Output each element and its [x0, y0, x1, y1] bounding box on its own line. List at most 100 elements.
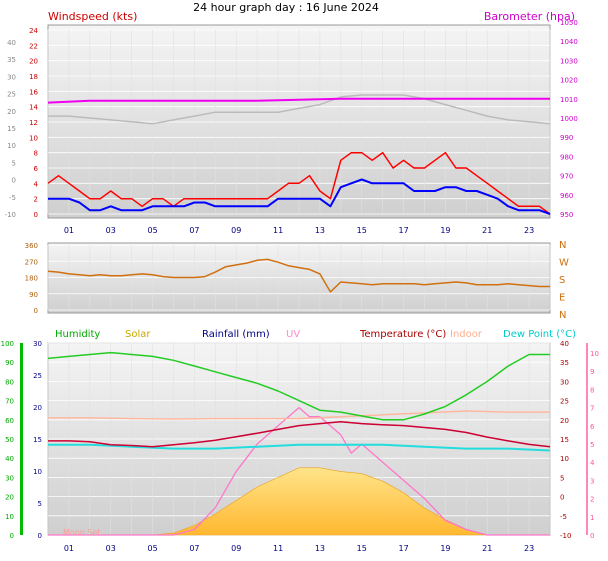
uv-tick-label: 0: [590, 532, 594, 540]
wind-average-line: [48, 178, 551, 215]
humidity-axis-bar: [20, 343, 23, 535]
direction-tick-label: 90: [29, 291, 38, 299]
outer-left-tick-label: 5: [12, 159, 16, 167]
x-tick-label: 13: [315, 226, 325, 235]
rainfall-tick-label: 5: [38, 500, 42, 508]
uv-tick-label: 1: [590, 514, 594, 522]
barometer-tick-label: 1020: [560, 77, 578, 85]
x-tick-label: 21: [482, 226, 492, 235]
barometer-tick-label: 980: [560, 153, 573, 161]
x-tick-label: 11: [273, 226, 283, 235]
outer-left-tick-label: 10: [7, 142, 16, 150]
legend-item: Humidity: [55, 329, 100, 340]
x-tick-label: 23: [524, 544, 534, 553]
temperature-tick-label: 30: [560, 378, 569, 386]
temperature-tick-label: 20: [560, 417, 569, 425]
humidity-tick-label: 30: [5, 474, 14, 482]
x-tick-label: 19: [440, 544, 450, 553]
legend-item: Solar: [125, 329, 151, 340]
windspeed-axis-label: Windspeed (kts): [48, 10, 137, 23]
wind-pressure-ticks: 4035302520151050-5-102422201816141210864…: [5, 19, 578, 219]
windspeed-tick-label: 6: [34, 165, 39, 173]
direction-tick-label: 180: [25, 275, 38, 283]
uv-tick-label: 8: [590, 386, 594, 394]
direction-tick-label: 360: [25, 242, 38, 250]
wind-direction-grid: [47, 244, 551, 311]
x-tick-label: 15: [357, 544, 367, 553]
temperature-grid: [47, 342, 551, 536]
legend-item: UV: [286, 329, 300, 340]
wind-direction-series: [47, 258, 550, 293]
humidity-tick-label: 10: [5, 513, 14, 521]
compass-label: S: [559, 275, 565, 286]
indoor-temperature-line: [48, 410, 550, 420]
temperature-series: [47, 351, 551, 536]
humidity-tick-label: 0: [10, 532, 14, 540]
humidity-tick-label: 20: [5, 494, 14, 502]
x-tick-label: 01: [64, 226, 74, 235]
x-tick-label: 05: [147, 544, 157, 553]
humidity-tick-label: 100: [1, 340, 14, 348]
x-tick-label: 15: [357, 226, 367, 235]
rainfall-tick-label: 30: [33, 340, 42, 348]
windspeed-tick-label: 16: [29, 88, 38, 96]
windspeed-tick-label: 0: [34, 211, 38, 219]
uv-axis-bar: [586, 343, 588, 535]
temperature-tick-label: -10: [560, 532, 571, 540]
direction-tick-label: 0: [34, 307, 38, 315]
barometer-trace: [48, 94, 551, 125]
windspeed-tick-label: 4: [34, 180, 39, 188]
barometer-tick-label: 990: [560, 134, 573, 142]
humidity-tick-label: 80: [5, 378, 14, 386]
outer-left-tick-label: 0: [12, 177, 16, 185]
uv-tick-label: 10: [590, 350, 599, 358]
uv-tick-label: 5: [590, 441, 594, 449]
legend-item: Indoor: [450, 329, 483, 340]
wind-pressure-series: [47, 94, 551, 215]
barometer-tick-label: 1010: [560, 96, 578, 104]
windspeed-tick-label: 18: [29, 73, 38, 81]
outer-left-tick-label: 40: [7, 39, 16, 47]
dew-point-line: [48, 443, 551, 452]
x-tick-label: 21: [482, 544, 492, 553]
temperature-tick-label: 5: [560, 474, 564, 482]
temperature-tick-label: 25: [560, 398, 569, 406]
windspeed-tick-label: 14: [29, 104, 38, 112]
legend-item: Rainfall (mm): [202, 329, 270, 340]
barometer-axis-label: Barometer (hpa): [484, 10, 575, 23]
windspeed-tick-label: 24: [29, 27, 38, 35]
temperature-ticks: 1009080706050403020100302520151050403530…: [1, 340, 599, 540]
barometer-tick-label: 1030: [560, 57, 578, 65]
temperature-tick-label: 35: [560, 359, 569, 367]
x-tick-label: 13: [315, 544, 325, 553]
barometer-tick-label: 1050: [560, 19, 578, 27]
windspeed-tick-label: 20: [29, 58, 38, 66]
barometer-tick-label: 1000: [560, 115, 578, 123]
x-tick-label: 23: [524, 226, 534, 235]
humidity-tick-label: 90: [5, 359, 14, 367]
compass-label: W: [559, 258, 569, 269]
x-tick-label: 09: [231, 226, 241, 235]
outer-left-tick-label: 30: [7, 73, 16, 81]
temperature-tick-label: -5: [560, 513, 567, 521]
x-tick-label: 03: [106, 544, 116, 553]
legend-item: Temperature (°C): [359, 329, 446, 340]
x-tick-label: 07: [189, 226, 199, 235]
outer-left-tick-label: 15: [7, 125, 16, 133]
outer-left-tick-label: -10: [5, 211, 16, 219]
wind-direction-line: [47, 258, 550, 293]
rainfall-tick-label: 25: [33, 372, 42, 380]
compass-label: N: [559, 310, 566, 321]
windspeed-tick-label: 8: [34, 150, 38, 158]
x-tick-label: 17: [398, 544, 408, 553]
uv-tick-label: 2: [590, 496, 594, 504]
chart-title: 24 hour graph day : 16 June 2024: [193, 1, 379, 14]
outer-left-tick-label: 20: [7, 108, 16, 116]
compass-label: N: [559, 240, 566, 251]
barometer-tick-label: 1040: [560, 38, 578, 46]
x-tick-label: 09: [231, 544, 241, 553]
uv-tick-label: 3: [590, 477, 594, 485]
compass-label: E: [559, 293, 565, 304]
outer-left-tick-label: 35: [7, 56, 16, 64]
humidity-tick-label: 50: [5, 436, 14, 444]
